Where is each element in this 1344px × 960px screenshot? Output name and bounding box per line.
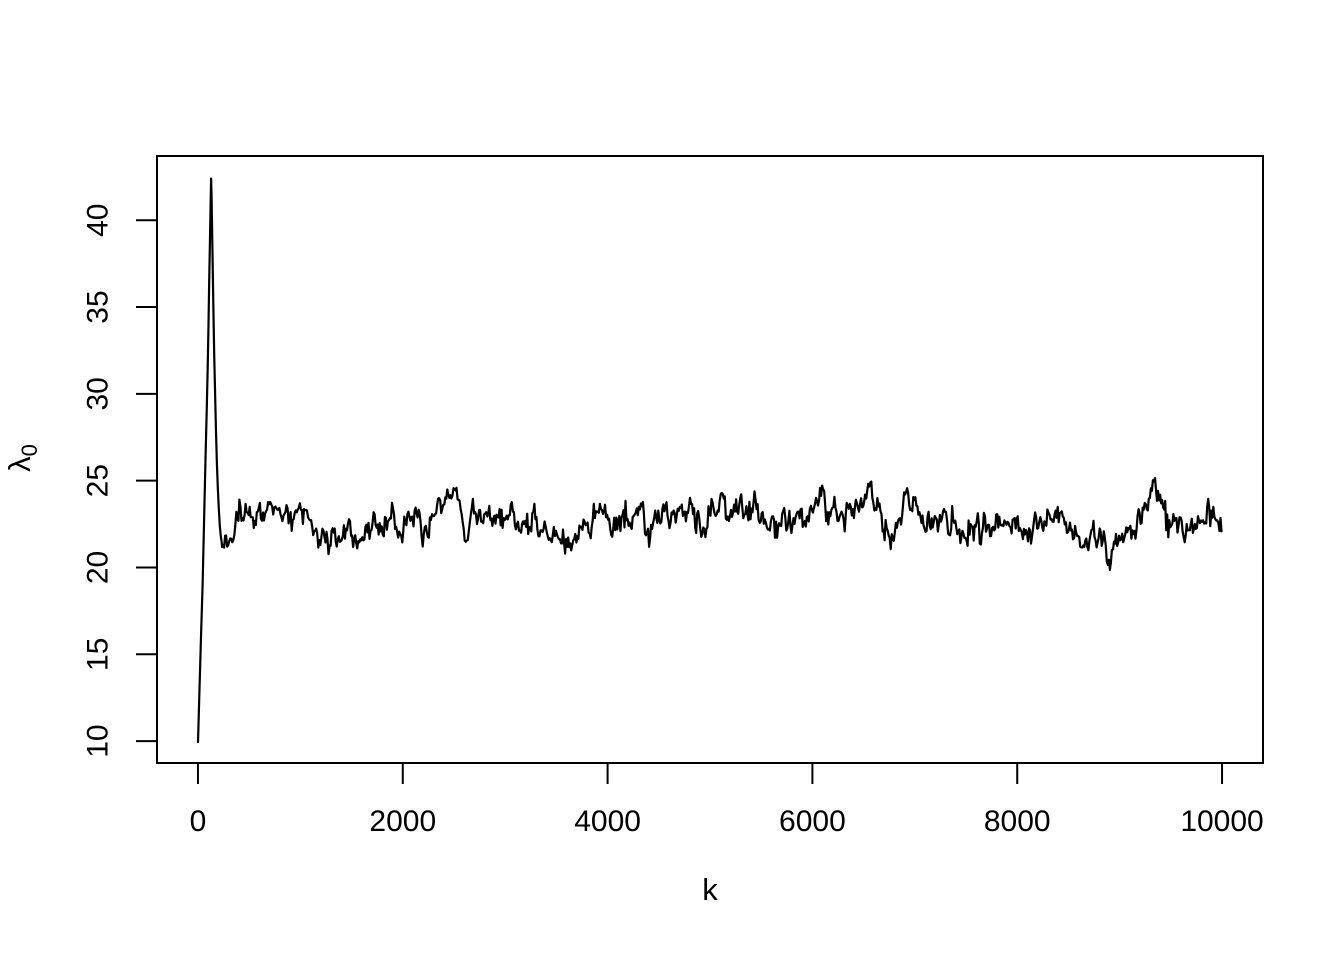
x-tick-label: 2000 [369,805,436,838]
x-tick-label: 8000 [984,805,1051,838]
y-axis-title: λ0 [2,444,42,472]
x-tick-label: 4000 [574,805,641,838]
trace-line [196,177,1223,744]
y-tick-label: 10 [82,724,115,757]
y-axis-ticks: 10 15 20 25 30 35 40 [82,204,157,758]
y-axis-title-subscript: 0 [17,444,42,456]
y-tick-label: 15 [82,638,115,671]
y-tick-label: 40 [82,204,115,237]
y-axis-title-main: λ [2,456,37,472]
y-tick-label: 30 [82,377,115,410]
x-axis-ticks: 0 2000 4000 6000 8000 10000 [190,763,1264,838]
y-tick-label: 20 [82,551,115,584]
x-axis-title: k [702,872,718,907]
y-tick-label: 35 [82,290,115,323]
plot-frame [156,155,1264,764]
x-tick-label: 6000 [779,805,846,838]
x-tick-label: 0 [190,805,207,838]
y-tick-label: 25 [82,464,115,497]
x-tick-label: 10000 [1180,805,1263,838]
